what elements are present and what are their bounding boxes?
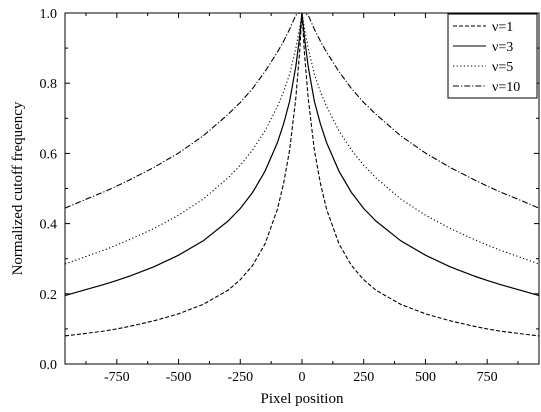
legend-label-2: ν=3 xyxy=(492,40,513,55)
legend-box xyxy=(447,13,538,99)
y-axis-title: Normalized cutoff frequency xyxy=(10,101,26,275)
y-tick-label: 0.4 xyxy=(40,218,58,233)
x-axis-title: Pixel position xyxy=(261,391,344,407)
legend-label-3: ν=5 xyxy=(492,60,513,75)
x-tick-label: -500 xyxy=(166,370,192,385)
y-tick-label: 0.0 xyxy=(40,358,58,373)
x-tick-label: 250 xyxy=(353,370,374,385)
x-tick-label: -750 xyxy=(104,370,130,385)
x-tick-label: 500 xyxy=(415,370,436,385)
y-tick-label: 1.0 xyxy=(40,7,58,22)
legend-label-1: ν=1 xyxy=(492,20,513,35)
legend-label-4: ν=10 xyxy=(492,80,520,95)
axes-layer: -750 -500 -250 0 250 500 750 0.0 0.2 0.4 0.6 0.8 1.0 xyxy=(40,7,540,385)
y-tick-label: 0.2 xyxy=(40,288,58,303)
x-tick-label: -250 xyxy=(227,370,253,385)
y-tick-label: 0.6 xyxy=(40,147,58,162)
x-tick-label: 0 xyxy=(299,370,306,385)
legend: ν=1 ν=3 ν=5 ν=10 xyxy=(447,13,538,99)
y-tick-label: 0.8 xyxy=(40,77,58,92)
x-tick-label: 750 xyxy=(477,370,498,385)
